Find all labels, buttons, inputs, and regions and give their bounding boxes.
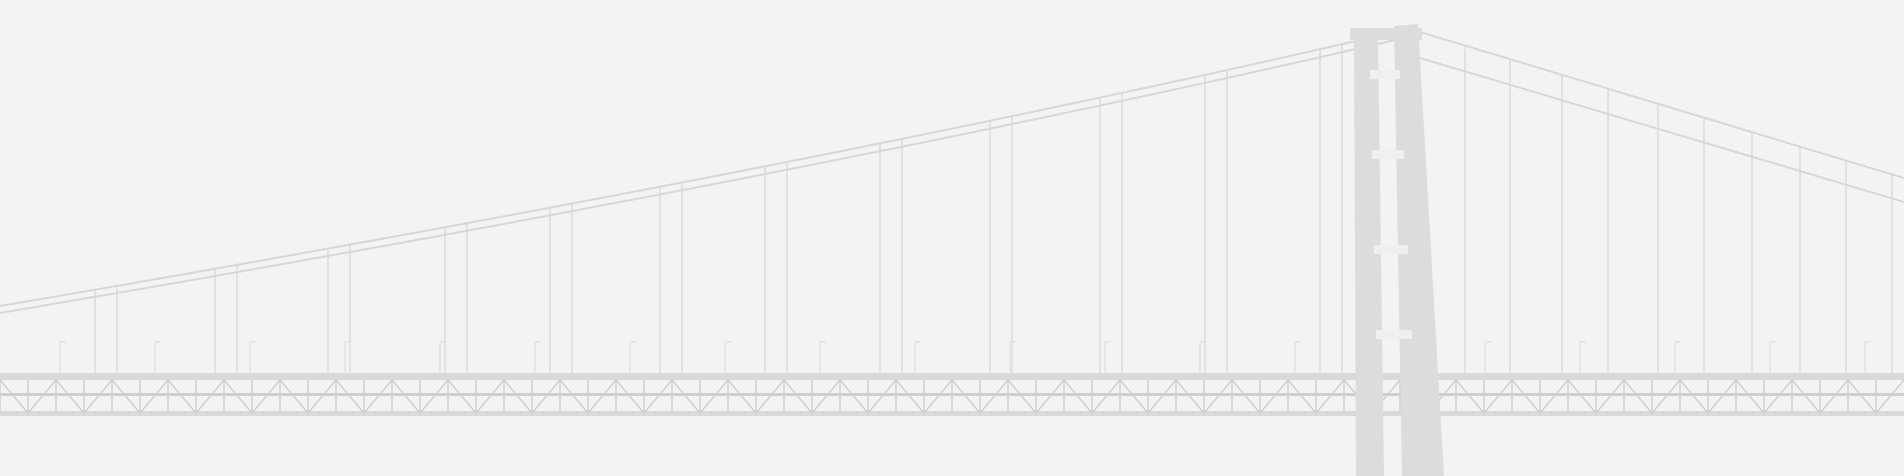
truss-diagonal bbox=[335, 379, 365, 414]
truss-diagonal bbox=[643, 379, 673, 414]
truss-diagonal bbox=[279, 379, 309, 414]
main-cable-left bbox=[0, 31, 1396, 314]
truss-diagonal bbox=[951, 379, 981, 414]
truss-diagonal bbox=[1119, 379, 1149, 414]
truss-diagonal bbox=[1063, 379, 1093, 414]
main-cable-right bbox=[1419, 31, 1904, 203]
truss-diagonal bbox=[1175, 379, 1205, 414]
truss-diagonal bbox=[111, 379, 141, 414]
suspender-cables-right bbox=[1464, 45, 1893, 373]
truss-diagonal bbox=[1483, 379, 1513, 414]
truss-diagonal bbox=[559, 379, 589, 414]
truss-diagonal bbox=[1287, 379, 1317, 414]
truss-diagonal bbox=[1091, 379, 1121, 414]
truss-diagonal bbox=[83, 379, 113, 414]
truss-diagonal bbox=[251, 379, 281, 414]
truss-diagonal bbox=[531, 379, 561, 414]
truss-diagonal bbox=[1259, 379, 1289, 414]
truss-diagonal bbox=[1567, 379, 1597, 414]
suspender-cables-left bbox=[94, 44, 1343, 373]
truss-diagonal bbox=[1623, 379, 1653, 414]
truss-chord bbox=[0, 393, 1904, 396]
truss-diagonal bbox=[923, 379, 953, 414]
deck-lamp-posts bbox=[59, 341, 1871, 373]
truss-diagonal bbox=[727, 379, 757, 414]
truss-diagonal bbox=[1511, 379, 1541, 414]
truss-diagonal bbox=[979, 379, 1009, 414]
truss-diagonal bbox=[0, 379, 29, 414]
truss-diagonal bbox=[755, 379, 785, 414]
truss-diagonal bbox=[419, 379, 449, 414]
truss-diagonal bbox=[1707, 379, 1737, 414]
truss-diagonal bbox=[1735, 379, 1765, 414]
deck-truss bbox=[0, 379, 1904, 414]
truss-diagonal bbox=[1203, 379, 1233, 414]
truss-diagonal bbox=[1539, 379, 1569, 414]
truss-diagonal bbox=[55, 379, 85, 414]
truss-diagonal bbox=[699, 379, 729, 414]
truss-diagonal bbox=[1231, 379, 1261, 414]
truss-diagonal bbox=[307, 379, 337, 414]
truss-diagonal bbox=[447, 379, 477, 414]
truss-diagonal bbox=[839, 379, 869, 414]
truss-diagonal bbox=[139, 379, 169, 414]
truss-diagonal bbox=[1315, 379, 1345, 414]
truss-diagonal bbox=[1679, 379, 1709, 414]
truss-diagonal bbox=[1791, 379, 1821, 414]
truss-diagonal bbox=[895, 379, 925, 414]
truss-diagonal bbox=[671, 379, 701, 414]
truss-diagonal bbox=[1819, 379, 1849, 414]
truss-diagonal bbox=[811, 379, 841, 414]
truss-diagonal bbox=[615, 379, 645, 414]
truss-diagonal bbox=[783, 379, 813, 414]
truss-diagonal bbox=[1147, 379, 1177, 414]
truss-diagonal bbox=[503, 379, 533, 414]
truss-diagonal bbox=[363, 379, 393, 414]
truss-diagonal bbox=[475, 379, 505, 414]
truss-diagonal bbox=[27, 379, 57, 414]
truss-diagonal bbox=[1455, 379, 1485, 414]
truss-diagonal bbox=[1007, 379, 1037, 414]
truss-diagonal bbox=[1595, 379, 1625, 414]
truss-diagonal bbox=[1763, 379, 1793, 414]
truss-diagonal bbox=[1847, 379, 1877, 414]
truss-diagonal bbox=[195, 379, 225, 414]
bridge-deck bbox=[0, 341, 1904, 416]
truss-diagonal bbox=[223, 379, 253, 414]
truss-diagonal bbox=[167, 379, 197, 414]
truss-diagonal bbox=[1875, 379, 1904, 414]
truss-diagonal bbox=[867, 379, 897, 414]
bridge-tower bbox=[1350, 24, 1444, 476]
truss-diagonal bbox=[587, 379, 617, 414]
truss-diagonal bbox=[1651, 379, 1681, 414]
truss-diagonal bbox=[1035, 379, 1065, 414]
truss-diagonal bbox=[391, 379, 421, 414]
